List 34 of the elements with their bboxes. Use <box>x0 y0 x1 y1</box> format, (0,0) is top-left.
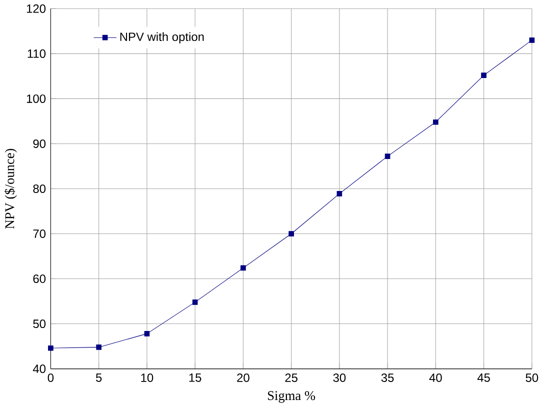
point <box>384 154 390 159</box>
y-tick-label: 100 <box>26 94 46 103</box>
x-tick-label: 40 <box>429 373 442 382</box>
y-tick-label: 80 <box>33 184 46 193</box>
y-tick-label: 60 <box>33 274 46 283</box>
point <box>240 265 246 270</box>
point <box>144 330 150 336</box>
y-tick-label: 40 <box>32 364 46 373</box>
x-tick-label: 10 <box>141 373 154 382</box>
x-tick-label: 45 <box>477 373 490 382</box>
y-tick-label: 70 <box>33 229 46 238</box>
point <box>433 119 438 125</box>
point <box>288 230 294 236</box>
x-tick-label: 25 <box>285 373 298 382</box>
point <box>336 190 342 196</box>
x-tick-label: 20 <box>237 373 250 382</box>
y-tick-label: 50 <box>33 319 46 328</box>
y-axis-title: NPV ($/ounce) <box>4 148 17 229</box>
x-tick-label: 0 <box>48 373 54 382</box>
point <box>96 344 102 350</box>
point <box>192 299 198 305</box>
x-axis-title: Sigma % <box>268 390 316 403</box>
legend-label: NPV with option <box>120 32 204 44</box>
point <box>529 37 535 43</box>
y-tick-label: 120 <box>26 4 46 13</box>
x-tick-label: 50 <box>526 373 538 382</box>
y-tick-label: 110 <box>28 49 46 58</box>
point <box>48 345 54 351</box>
x-tick-label: 30 <box>333 373 346 382</box>
x-tick-label: 35 <box>381 373 394 382</box>
x-tick-label: 15 <box>189 373 202 382</box>
y-tick-label: 90 <box>33 139 46 148</box>
x-tick-label: 5 <box>96 373 102 382</box>
point <box>481 72 486 78</box>
